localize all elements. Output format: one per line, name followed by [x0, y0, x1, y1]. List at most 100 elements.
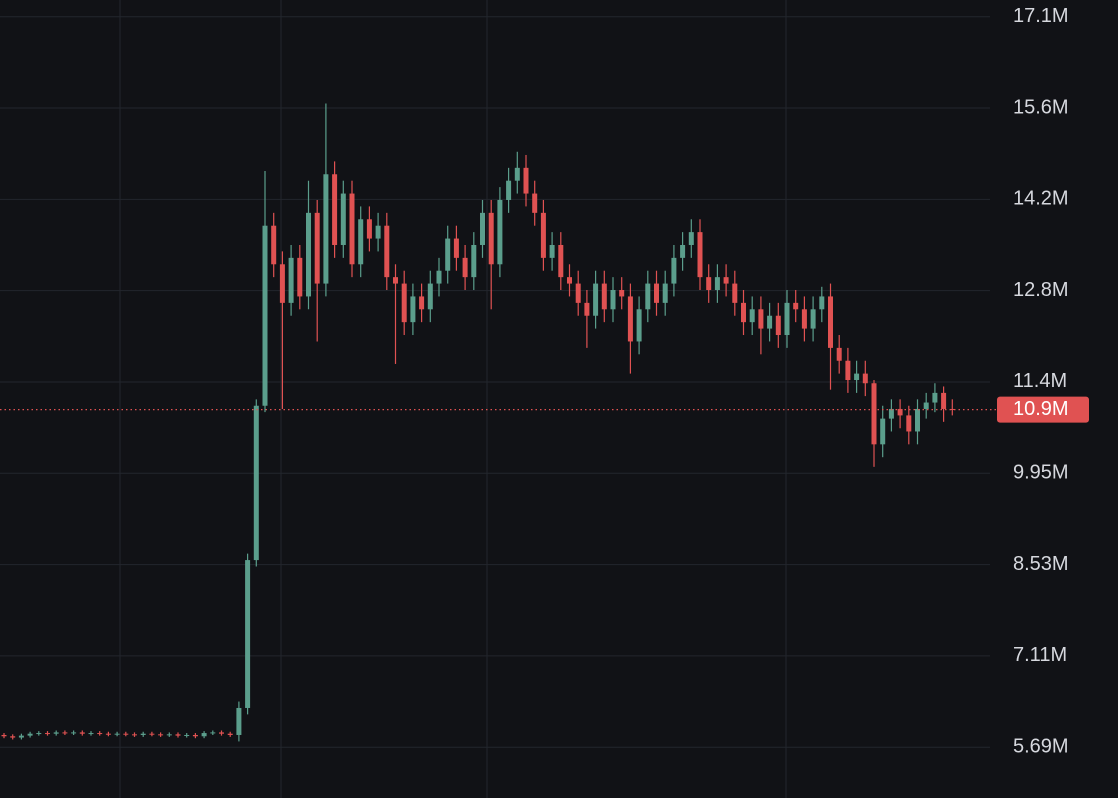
y-tick-label: 15.6M	[1013, 96, 1069, 118]
candle-body	[349, 193, 355, 265]
candle-body	[53, 732, 59, 734]
candle-body	[262, 225, 268, 406]
candle-body	[480, 212, 485, 245]
candle-body	[488, 212, 494, 265]
candle-body	[105, 733, 111, 735]
candle-body	[88, 733, 94, 735]
candle-body	[36, 733, 42, 735]
candle-body	[775, 315, 781, 336]
candle-body	[323, 174, 329, 284]
candle-body	[340, 193, 346, 245]
candle-body	[27, 733, 33, 736]
candle-body	[723, 277, 729, 284]
candle-body	[366, 219, 372, 239]
candle-body	[514, 167, 520, 181]
candle-body	[453, 238, 459, 258]
candle-body	[210, 732, 216, 734]
candle-body	[271, 225, 277, 265]
candle-body	[567, 277, 572, 284]
candle-body	[636, 309, 642, 342]
candle-body	[306, 212, 311, 297]
candle-body	[253, 405, 259, 561]
candle-body	[184, 734, 190, 736]
time-grid	[119, 0, 787, 798]
candle-body	[288, 257, 294, 303]
candle-body	[749, 309, 755, 323]
candle-body	[175, 734, 181, 736]
y-tick-label: 9.95M	[1013, 462, 1069, 484]
candle-body	[741, 302, 746, 323]
candle-body	[166, 734, 172, 736]
candle-body	[45, 733, 50, 735]
candle-body	[862, 373, 868, 384]
candle-body	[662, 283, 668, 303]
candle-body	[419, 296, 425, 310]
candle-body	[149, 733, 155, 735]
candle-body	[497, 199, 503, 265]
candle-body	[132, 734, 137, 736]
candle-body	[949, 408, 955, 410]
candle-body	[375, 225, 381, 239]
candle-body	[358, 219, 364, 265]
y-tick-label: 11.4M	[1013, 370, 1067, 392]
candle-body	[71, 732, 77, 734]
candle-body	[610, 290, 616, 310]
candle-body	[227, 733, 233, 735]
candle-body	[540, 212, 546, 258]
candle-body	[427, 283, 433, 310]
y-tick-label: 17.1M	[1013, 5, 1069, 27]
candle-body	[332, 174, 338, 245]
candle-body	[192, 734, 198, 737]
candle-body	[680, 244, 686, 258]
candle-body	[897, 408, 903, 416]
candle-body	[836, 347, 842, 361]
y-tick-label: 12.8M	[1013, 279, 1069, 301]
candle-body	[706, 277, 712, 291]
candle-body	[915, 408, 920, 432]
candle-body	[888, 408, 894, 419]
candle-body	[401, 283, 407, 323]
candle-body	[140, 733, 146, 735]
candle-body	[941, 392, 947, 409]
candle-body	[532, 193, 538, 213]
candle-body	[114, 733, 120, 735]
candle-body	[627, 296, 633, 342]
candle-body	[932, 392, 938, 403]
last-price-badge	[997, 396, 1089, 423]
candle-body	[123, 733, 129, 735]
candle-body	[654, 283, 659, 303]
candle-body	[801, 309, 807, 329]
candle-body	[245, 560, 251, 708]
candle-body	[97, 733, 103, 735]
candle-body	[558, 244, 564, 278]
candle-body	[297, 257, 303, 297]
candle-body	[410, 296, 416, 323]
candle-body	[436, 270, 442, 284]
candle-body	[845, 360, 851, 381]
candle-body	[810, 309, 816, 329]
candle-body	[854, 373, 860, 381]
candle-body	[732, 283, 738, 303]
candle-body	[219, 732, 224, 734]
candle-body	[645, 283, 651, 310]
candle-body	[793, 302, 799, 310]
candle-body	[1, 734, 7, 737]
candle-body	[62, 732, 68, 734]
candle-body	[18, 735, 24, 738]
candle-body	[506, 180, 512, 200]
candle-body	[445, 238, 451, 271]
candle-body	[10, 736, 16, 738]
candle-body	[584, 302, 590, 316]
candle-body	[593, 283, 599, 316]
candle-body	[923, 402, 929, 409]
candle-body	[871, 383, 877, 445]
y-tick-label: 5.69M	[1013, 735, 1069, 757]
candle-body	[462, 257, 468, 278]
candle-body	[828, 296, 833, 348]
candle-body	[819, 296, 825, 310]
candle-body	[384, 225, 390, 278]
candle-body	[575, 283, 581, 303]
y-tick-label: 8.53M	[1013, 553, 1069, 575]
